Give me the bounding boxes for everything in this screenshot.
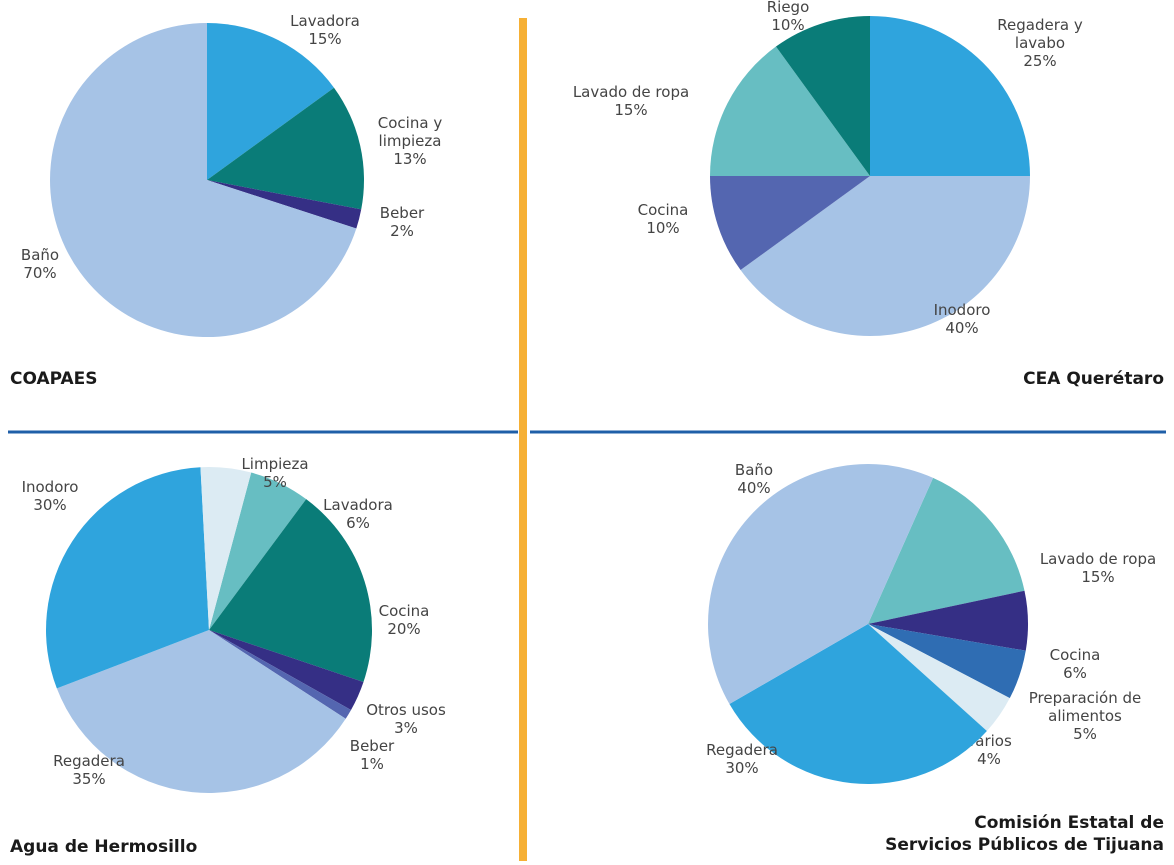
pie-1-slice-label-0: Regadera y lavabo 25% (997, 16, 1083, 70)
pie-3-slice-label-1: Cocina 6% (1050, 646, 1101, 682)
panel-title-agua-de-hermosillo: Agua de Hermosillo (10, 837, 198, 857)
pie-2-slice-0 (209, 472, 307, 630)
pie-1-slice-1 (740, 176, 1030, 337)
pie-2-slice-label-0: Lavadora 6% (323, 496, 393, 532)
pie-2-slice-3 (209, 630, 352, 719)
pie-2-slice-1 (209, 499, 373, 682)
pie-2-slice-5 (46, 467, 209, 689)
pie-0-slice-0 (207, 23, 335, 180)
pie-0-slice-label-1: Cocina y limpieza 13% (378, 114, 443, 168)
pie-3-slice-label-2: Preparación de alimentos 5% (1029, 689, 1142, 743)
pie-0-slice-1 (207, 87, 365, 210)
pie-3-slice-3 (868, 624, 1010, 732)
pie-1-slice-0 (870, 16, 1030, 176)
pie-2-slice-label-6: Limpieza 5% (241, 455, 308, 491)
pie-1: Regadera y lavabo 25% Inodoro 40% Cocina 10% La… (573, 0, 1083, 337)
pie-2-slice-label-4: Regadera 35% (53, 752, 125, 788)
panel-title-coapaes: COAPAES (10, 369, 98, 389)
pie-1-slice-label-1: Inodoro 40% (934, 301, 991, 337)
pie-2-slice-label-1: Cocina 20% (379, 602, 430, 638)
pie-3-slice-4 (729, 624, 987, 784)
pie-0-slice-3 (50, 23, 357, 338)
pie-3-slice-1 (868, 590, 1028, 651)
pie-0-slice-label-3: Baño 70% (21, 246, 59, 282)
panel-title-cea-queretaro: CEA Querétaro (1023, 369, 1164, 389)
pie-2-slice-label-2: Otros usos 3% (366, 701, 446, 737)
pie-3-slice-label-4: Regadera 30% (706, 741, 778, 777)
pie-3-slice-2 (868, 624, 1026, 699)
pie-0: Lavadora 15% Cocina y limpieza 13% Beber 2% Bañ… (21, 12, 443, 338)
pie-2-slice-label-3: Beber 1% (350, 737, 395, 773)
panel-title-tijuana: Comisión Estatal de Servicios Públicos d… (885, 812, 1164, 856)
pie-1-slice-label-2: Cocina 10% (638, 201, 689, 237)
pie-1-slice-label-4: Riego 10% (767, 0, 810, 34)
pie-3-slice-label-5: Baño 40% (735, 461, 773, 497)
pie-0-slice-label-2: Beber 2% (380, 204, 425, 240)
pie-1-slice-3 (710, 46, 870, 177)
pie-0-slice-2 (207, 180, 362, 229)
pie-1-slice-label-3: Lavado de ropa 15% (573, 83, 689, 119)
panel-title-tijuana-line-1: Comisión Estatal de (974, 813, 1164, 833)
pie-2-slice-label-5: Inodoro 30% (22, 478, 79, 514)
pie-3-slice-5 (708, 463, 934, 704)
pie-1-slice-4 (775, 16, 870, 176)
pie-2-slice-2 (209, 630, 364, 711)
pie-2-slice-4 (56, 630, 346, 793)
pie-2: Lavadora 6% Cocina 20% Otros usos 3%Beber 1% Re… (22, 455, 446, 793)
panel-title-tijuana-line-2: Servicios Públicos de Tijuana (885, 835, 1164, 855)
pie-3: Lavado de ropa 15% Cocina 6% Preparación de a… (706, 461, 1156, 784)
pie-3-slice-label-0: Lavado de ropa 15% (1040, 550, 1156, 586)
pie-0-slice-label-0: Lavadora 15% (290, 12, 360, 48)
pie-3-slice-0 (868, 477, 1025, 624)
pie-1-slice-2 (710, 176, 870, 271)
pie-2-slice-6 (200, 466, 252, 630)
